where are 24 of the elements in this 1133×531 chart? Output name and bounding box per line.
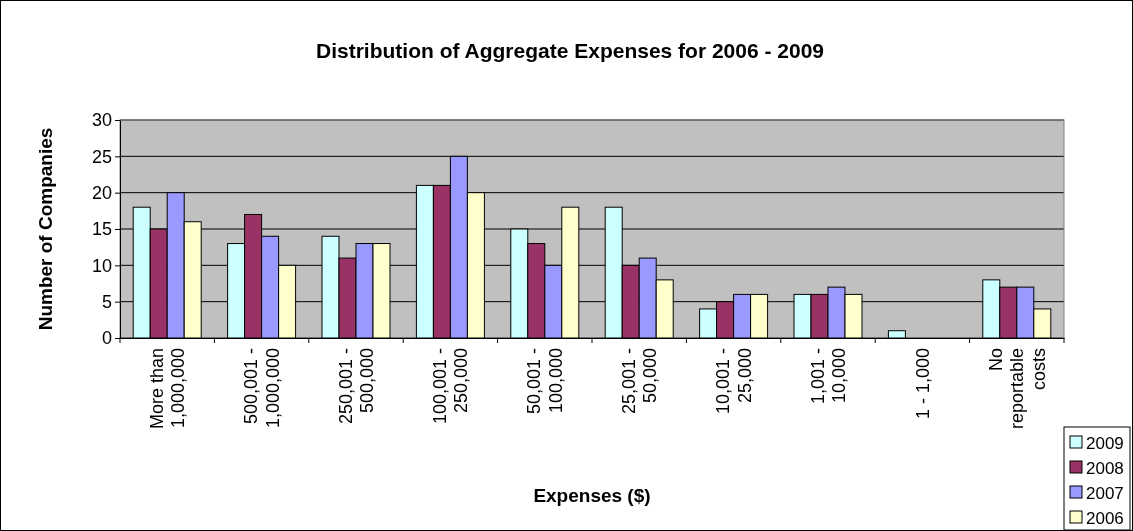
x-tick-label: 500,001 - 1,000,000 [241,348,283,429]
legend-label: 2006 [1086,509,1124,528]
x-tick-label: 25,001 - 50,000 [618,348,661,415]
y-tick-label: 30 [91,110,112,131]
x-tick-label: 250,001 - 500,000 [335,348,378,425]
x-axis-title: Expenses ($) [533,485,651,506]
x-tick-label: 10,001 - 25,000 [713,348,755,415]
x-tick-label: 50,001 - 100,000 [524,348,566,415]
x-tick-label: 1,001 - 10,000 [807,348,850,405]
x-tick-label: 1 - 1,000 [912,348,933,420]
x-tick-label: 100,001 - 250,000 [429,348,472,425]
x-tick-label: More than 1,000,000 [146,348,189,430]
y-tick-label: 15 [91,219,112,240]
y-tick-label: 10 [91,255,112,276]
y-tick-label: 0 [101,328,112,349]
y-axis-title: Number of Companies [35,127,56,331]
y-tick-label: 5 [101,291,112,312]
legend-label: 2007 [1086,484,1124,503]
legend-label: 2009 [1086,434,1124,453]
x-tick-label: No reportable costs [985,348,1049,430]
legend-label: 2008 [1086,459,1124,478]
chart-title: Distribution of Aggregate Expenses for 2006 - 2009 [315,39,825,62]
y-tick-label: 25 [91,146,112,167]
y-tick-label: 20 [91,182,112,203]
